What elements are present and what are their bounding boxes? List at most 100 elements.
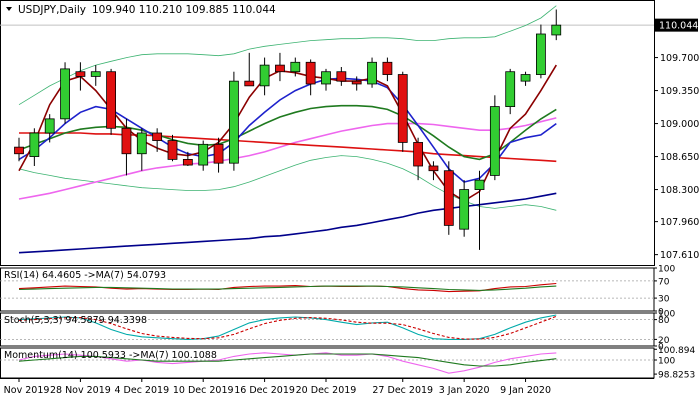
candle-body [520, 74, 531, 82]
candle [443, 161, 454, 235]
pane-rsi: RSI(14) 64.4605 ->MA(7) 54.0793 [0, 267, 655, 312]
pane-stoch: Stoch(5,3,3) 94.5879 94.3398 [0, 312, 655, 347]
candle [259, 57, 270, 96]
pane-frame [0, 267, 655, 312]
candle [167, 134, 178, 162]
indicator-tick-label: 100 [658, 310, 675, 320]
indicator-tick-label: 20 [658, 336, 670, 346]
candle [275, 52, 285, 82]
candle [505, 68, 516, 115]
candle [305, 59, 316, 96]
candle [152, 128, 163, 152]
price-pane [0, 0, 655, 266]
candle-body [382, 61, 393, 75]
candle-body [305, 61, 316, 85]
candle [336, 67, 347, 86]
indicator-tick-label: 0 [658, 343, 664, 353]
price-tick-label: 108.650 [660, 152, 699, 163]
candle [44, 114, 55, 143]
candle-body [505, 71, 516, 108]
last-price-label: 110.044 [659, 21, 698, 32]
time-tick-label: 28 Nov 2019 [50, 385, 111, 396]
symbol-label: USDJPY [18, 4, 57, 16]
candle [489, 95, 500, 181]
candle [213, 137, 224, 173]
candle [290, 57, 301, 77]
price-tick-label: 108.300 [660, 185, 699, 196]
indicator-label: Momentum(14) 100.5933 ->MA(7) 100.1088 [4, 350, 217, 361]
time-tick-label: 9 Jan 2020 [500, 385, 551, 396]
candle [551, 9, 562, 41]
candle [29, 128, 40, 166]
candle-body [90, 71, 101, 77]
indicator-line [18, 315, 557, 340]
price-axis: 109.700 109.350 109.000 108.650 108.300 107.9… [654, 18, 699, 381]
candle [75, 62, 86, 91]
candle-body [75, 71, 86, 77]
candle [382, 57, 393, 82]
candle-body [290, 61, 301, 73]
candle-body [167, 140, 178, 160]
indicator-tick-label: 80 [658, 316, 670, 326]
candle [428, 161, 439, 181]
candle-body [44, 118, 55, 134]
timeframe-label: Daily [59, 4, 86, 16]
candle-body [336, 71, 347, 82]
header-separator: , [56, 4, 59, 16]
candle-body [213, 143, 224, 164]
candle-body [29, 132, 40, 157]
candle [106, 68, 116, 135]
candle [121, 118, 132, 176]
overlay-ma-violet [18, 117, 557, 200]
candle-body [121, 127, 132, 155]
time-tick-label: 27 Dec 2019 [372, 385, 433, 396]
candle-body [397, 74, 408, 143]
candle [244, 52, 255, 87]
candle-body [14, 146, 24, 155]
indicator-label: RSI(14) 64.4605 ->MA(7) 54.0793 [4, 270, 166, 281]
price-tick-label: 109.700 [660, 53, 699, 64]
candle-body [152, 132, 163, 141]
candle-body [474, 179, 485, 190]
candle-body [198, 143, 209, 166]
indicator-tick-label: 30 [658, 295, 670, 305]
price-pane-frame [0, 0, 655, 266]
candle [397, 71, 408, 152]
candle-body [244, 80, 255, 87]
time-tick-label: 3 Jan 2020 [439, 385, 490, 396]
candle-body [536, 33, 546, 75]
candle [321, 68, 331, 91]
pane-momentum: Momentum(14) 100.5933 ->MA(7) 100.1088 [0, 347, 655, 379]
last-price-box [654, 18, 698, 32]
indicator-tick-label: 100 [658, 357, 675, 367]
candle-body [259, 64, 270, 87]
candle-body [413, 142, 424, 167]
header-ohlc: 109.940 110.210 109.885 110.044 [92, 4, 276, 16]
candle [459, 180, 470, 237]
candle [474, 170, 485, 250]
candle [367, 57, 377, 88]
candle-body [60, 68, 70, 120]
candle-body [106, 71, 116, 129]
candle [60, 62, 70, 124]
indicator-line [18, 285, 557, 291]
candle-body [428, 165, 439, 172]
candle [136, 128, 147, 171]
candle [198, 140, 209, 171]
candle [182, 151, 193, 166]
price-tick-label: 107.610 [660, 250, 699, 261]
indicator-tick-label: 0 [658, 308, 664, 318]
dropdown-triangle-icon[interactable] [6, 7, 12, 11]
indicator-label: Stoch(5,3,3) 94.5879 94.3398 [4, 315, 147, 326]
candle [14, 137, 24, 162]
price-tick-label: 107.960 [660, 217, 699, 228]
candle-body [443, 170, 454, 226]
price-tick-label: 109.000 [660, 119, 699, 130]
candle-body [275, 64, 285, 73]
time-tick-label: 4 Dec 2019 [114, 385, 169, 396]
indicator-tick-label: 100 [658, 265, 675, 275]
candle-body [551, 24, 562, 36]
time-tick-label: 10 Dec 2019 [173, 385, 234, 396]
candle-body [136, 132, 147, 155]
